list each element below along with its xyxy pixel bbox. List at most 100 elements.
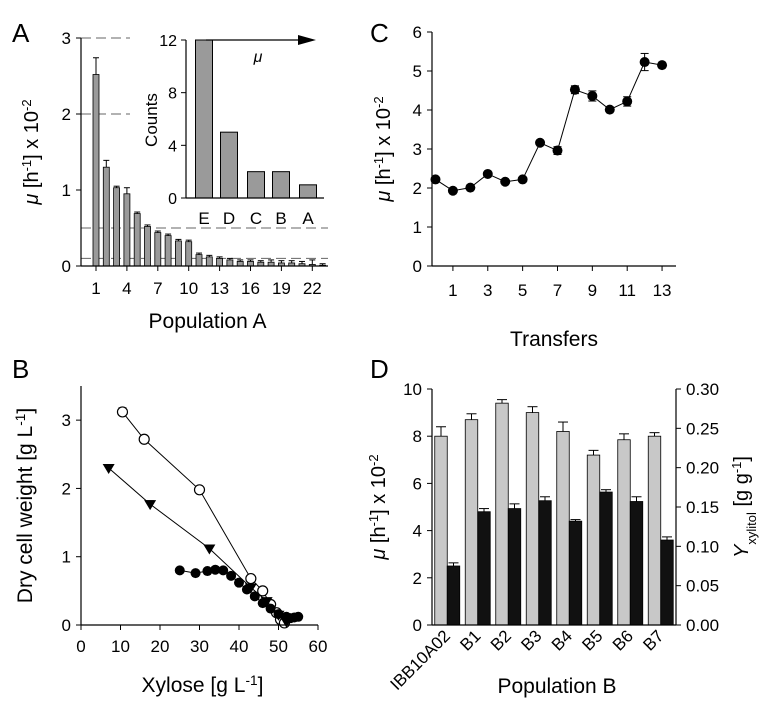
y-axis-label: μ [h-1] x 10-2 bbox=[366, 454, 391, 560]
point-filled-triangle bbox=[144, 500, 157, 511]
point-transfer bbox=[622, 96, 633, 107]
bar-population-a bbox=[92, 74, 100, 267]
point-transfer bbox=[657, 60, 668, 71]
x-tick-label: 5 bbox=[518, 281, 527, 300]
point-transfer bbox=[552, 145, 563, 156]
y-tick-label: 0 bbox=[413, 257, 422, 276]
bar-xylitol-yield bbox=[599, 491, 613, 626]
bar-growth-rate bbox=[434, 435, 448, 626]
bar-growth-rate bbox=[525, 412, 540, 626]
bar-population-a bbox=[123, 193, 131, 267]
x-axis-label: Population B bbox=[497, 675, 616, 698]
x-axis-label: Population A bbox=[149, 310, 267, 333]
point-filled-circle bbox=[190, 568, 201, 579]
bar-population-a bbox=[113, 187, 120, 267]
point-filled-triangle bbox=[203, 544, 216, 555]
x-tick-label: 3 bbox=[483, 281, 492, 300]
inset-category-label: C bbox=[250, 209, 262, 228]
x-tick-label: 19 bbox=[272, 279, 291, 298]
x-category-label: B2 bbox=[487, 626, 515, 654]
x-tick-label: 11 bbox=[618, 281, 636, 300]
y2-axis-label: Yxylitol [g g-1] bbox=[729, 456, 759, 558]
x-category-label: B3 bbox=[517, 626, 545, 654]
inset-category-label: E bbox=[198, 209, 209, 228]
inset-y-tick-label: 12 bbox=[159, 33, 177, 50]
x-tick-label: 1 bbox=[448, 281, 457, 300]
bar-xylitol-yield bbox=[477, 511, 491, 626]
x-axis-label: Xylose [g L-1] bbox=[142, 673, 264, 698]
point-open-circle bbox=[138, 433, 150, 445]
point-open-circle bbox=[193, 484, 206, 496]
y-tick-label: 3 bbox=[62, 411, 71, 430]
inset-y-tick-label: 8 bbox=[168, 86, 177, 103]
x-category-label: B5 bbox=[578, 626, 606, 654]
bar-growth-rate bbox=[495, 402, 509, 626]
point-filled-circle bbox=[234, 577, 244, 588]
x-tick-label: 60 bbox=[309, 637, 328, 656]
panel-letter-b: B bbox=[12, 354, 29, 384]
inset-category-label: B bbox=[275, 209, 286, 228]
point-transfer bbox=[465, 182, 476, 193]
bar-population-a bbox=[133, 213, 141, 267]
point-transfer bbox=[604, 104, 615, 115]
bar-xylitol-yield bbox=[568, 520, 583, 626]
x-tick-label: 7 bbox=[553, 281, 562, 300]
bar-population-a bbox=[102, 166, 110, 267]
x-tick-label: 13 bbox=[653, 281, 672, 300]
x-tick-label: 1 bbox=[91, 279, 100, 298]
bar-xylitol-yield bbox=[538, 500, 552, 626]
y-tick-label: 0 bbox=[413, 616, 422, 635]
x-tick-label: 50 bbox=[269, 637, 288, 656]
point-transfer bbox=[569, 84, 580, 95]
y-tick-label: 2 bbox=[62, 105, 71, 124]
y2-tick-label: 0.05 bbox=[686, 577, 719, 596]
bar-population-a bbox=[236, 261, 244, 267]
x-tick-label: 30 bbox=[190, 637, 209, 656]
point-transfer bbox=[535, 137, 546, 148]
y-tick-label: 2 bbox=[413, 569, 422, 588]
inset-mu-label: μ bbox=[253, 49, 263, 66]
bar-population-a bbox=[195, 254, 203, 267]
inset-bar bbox=[272, 171, 290, 199]
y2-tick-label: 0.30 bbox=[686, 380, 719, 399]
bar-growth-rate bbox=[586, 454, 601, 626]
point-filled-circle bbox=[218, 565, 229, 576]
panel-d: IBB10A02 B1 B2 B3 B4 B5 B6 B7 0 2 4 6 8 10 0.00 0.05 0.1… bbox=[366, 380, 759, 698]
bar-xylitol-yield bbox=[446, 565, 461, 626]
panel-letter-c: C bbox=[370, 18, 389, 48]
panel-a-inset: E D C B A 0 4 8 12 Counts μ bbox=[142, 33, 324, 228]
y2-tick-label: 0.25 bbox=[686, 419, 719, 438]
y2-tick-label: 0.10 bbox=[686, 537, 719, 556]
point-open-circle bbox=[245, 572, 257, 585]
y-tick-label: 3 bbox=[413, 140, 422, 159]
x-tick-label: 10 bbox=[111, 637, 130, 656]
inset-bar bbox=[195, 39, 213, 199]
bar-xylitol-yield bbox=[629, 501, 644, 626]
y-tick-label: 0 bbox=[62, 257, 71, 276]
y-axis-label: μ [h-1] x 10-2 bbox=[19, 99, 44, 205]
bar-population-a bbox=[144, 226, 151, 267]
inset-category-label: A bbox=[302, 209, 314, 228]
bar-population-a bbox=[164, 235, 172, 267]
inset-bar bbox=[247, 171, 265, 199]
inset-y-tick-label: 4 bbox=[168, 138, 177, 155]
point-transfer bbox=[482, 168, 493, 179]
x-category-label: IBB10A02 bbox=[387, 626, 455, 694]
point-filled-circle bbox=[273, 609, 284, 620]
x-tick-label: 0 bbox=[76, 637, 85, 656]
bar-population-a bbox=[247, 261, 254, 267]
bar-population-a bbox=[226, 259, 234, 267]
x-tick-label: 4 bbox=[122, 279, 131, 298]
y-tick-label: 4 bbox=[413, 101, 422, 120]
series-line bbox=[435, 61, 663, 192]
y-tick-label: 8 bbox=[413, 427, 422, 446]
inset-y-axis-label: Counts bbox=[142, 93, 161, 147]
x-category-label: B1 bbox=[456, 626, 484, 654]
point-filled-circle bbox=[265, 603, 276, 614]
y-tick-label: 1 bbox=[413, 218, 422, 237]
